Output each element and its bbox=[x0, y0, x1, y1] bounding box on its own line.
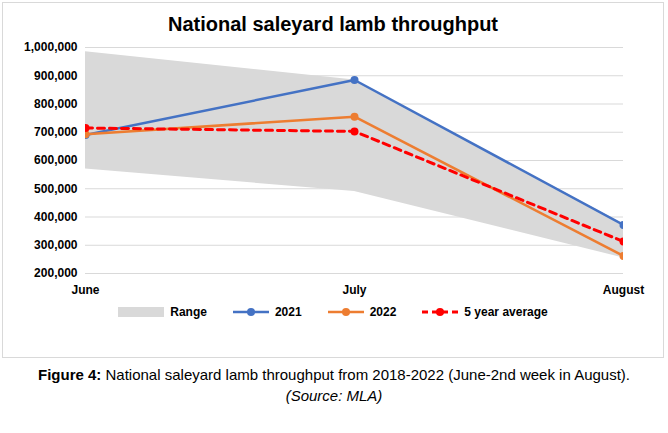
html-text:2022: 2022 bbox=[369, 305, 397, 319]
svg-text:300,000: 300,000 bbox=[34, 238, 78, 252]
svg-text:700,000: 700,000 bbox=[34, 125, 78, 139]
svg-text:200,000: 200,000 bbox=[34, 266, 78, 280]
svg-text:1,000,000: 1,000,000 bbox=[24, 41, 78, 54]
svg-text:900,000: 900,000 bbox=[34, 69, 78, 83]
html-text:2021: 2021 bbox=[274, 305, 302, 319]
html-text:(Source: MLA): (Source: MLA) bbox=[285, 387, 383, 404]
svg-text:600,000: 600,000 bbox=[34, 153, 78, 167]
svg-text:400,000: 400,000 bbox=[34, 210, 78, 224]
svg-text:800,000: 800,000 bbox=[34, 97, 78, 111]
html-text:Figure 4: National saleyard la: Figure 4: National saleyard lamb through… bbox=[38, 366, 630, 383]
svg-text:August: August bbox=[603, 283, 644, 297]
svg-text:July: July bbox=[342, 283, 366, 297]
svg-text:June: June bbox=[71, 283, 99, 297]
svg-text:500,000: 500,000 bbox=[34, 182, 78, 196]
html-text:Range: Range bbox=[170, 305, 207, 319]
html-text:National saleyard lamb through: National saleyard lamb throughput bbox=[168, 13, 498, 35]
html-text:5 year average: 5 year average bbox=[464, 305, 548, 319]
